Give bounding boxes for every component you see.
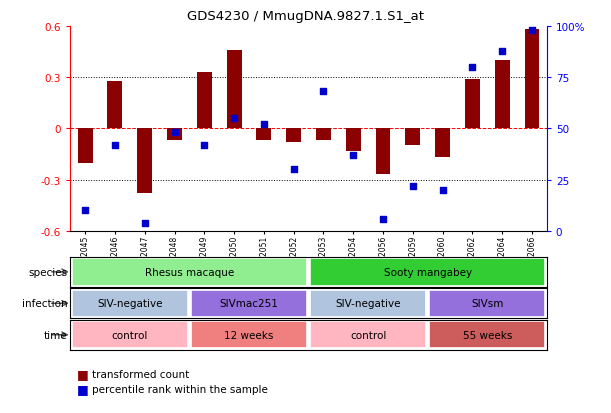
FancyBboxPatch shape: [71, 259, 307, 286]
Bar: [137, 129, 152, 194]
Point: [289, 166, 299, 173]
Text: Sooty mangabey: Sooty mangabey: [384, 267, 472, 277]
Bar: [465, 80, 480, 129]
FancyBboxPatch shape: [191, 290, 307, 317]
Text: SIV-negative: SIV-negative: [97, 299, 163, 309]
Text: control: control: [112, 330, 148, 340]
Text: control: control: [350, 330, 386, 340]
FancyBboxPatch shape: [191, 321, 307, 349]
Point: [437, 187, 447, 194]
Point: [140, 220, 150, 226]
Text: Rhesus macaque: Rhesus macaque: [145, 267, 234, 277]
FancyBboxPatch shape: [71, 290, 188, 317]
Bar: [78, 129, 93, 163]
FancyBboxPatch shape: [429, 290, 546, 317]
Bar: [108, 81, 122, 129]
Text: GDS4230 / MmugDNA.9827.1.S1_at: GDS4230 / MmugDNA.9827.1.S1_at: [187, 10, 424, 23]
Text: SIVmac251: SIVmac251: [219, 299, 279, 309]
FancyBboxPatch shape: [310, 259, 546, 286]
Text: 55 weeks: 55 weeks: [463, 330, 512, 340]
Point: [199, 142, 209, 149]
Point: [229, 116, 239, 122]
FancyBboxPatch shape: [71, 321, 188, 349]
Text: 12 weeks: 12 weeks: [224, 330, 274, 340]
Bar: [257, 129, 271, 141]
Bar: [286, 129, 301, 142]
Text: transformed count: transformed count: [92, 369, 189, 379]
Text: infection: infection: [21, 299, 67, 309]
Bar: [524, 30, 540, 129]
Point: [80, 207, 90, 214]
Text: ■: ■: [76, 367, 88, 380]
Bar: [167, 129, 182, 141]
Bar: [316, 129, 331, 141]
Point: [467, 64, 477, 71]
Bar: [435, 129, 450, 158]
Point: [259, 122, 269, 128]
Bar: [495, 61, 510, 129]
FancyBboxPatch shape: [429, 321, 546, 349]
Text: species: species: [28, 267, 67, 277]
Bar: [227, 51, 241, 129]
Bar: [405, 129, 420, 146]
Point: [378, 216, 388, 222]
Point: [348, 152, 358, 159]
Point: [170, 130, 180, 136]
Text: SIVsm: SIVsm: [471, 299, 503, 309]
Point: [110, 142, 120, 149]
Text: time: time: [43, 330, 67, 340]
Bar: [376, 129, 390, 175]
Point: [408, 183, 418, 190]
Text: SIV-negative: SIV-negative: [335, 299, 401, 309]
Text: ■: ■: [76, 382, 88, 396]
Point: [497, 48, 507, 55]
Text: percentile rank within the sample: percentile rank within the sample: [92, 384, 268, 394]
FancyBboxPatch shape: [310, 321, 426, 349]
Point: [318, 89, 328, 95]
FancyBboxPatch shape: [310, 290, 426, 317]
Point: [527, 28, 537, 34]
Bar: [197, 73, 212, 129]
Bar: [346, 129, 360, 151]
